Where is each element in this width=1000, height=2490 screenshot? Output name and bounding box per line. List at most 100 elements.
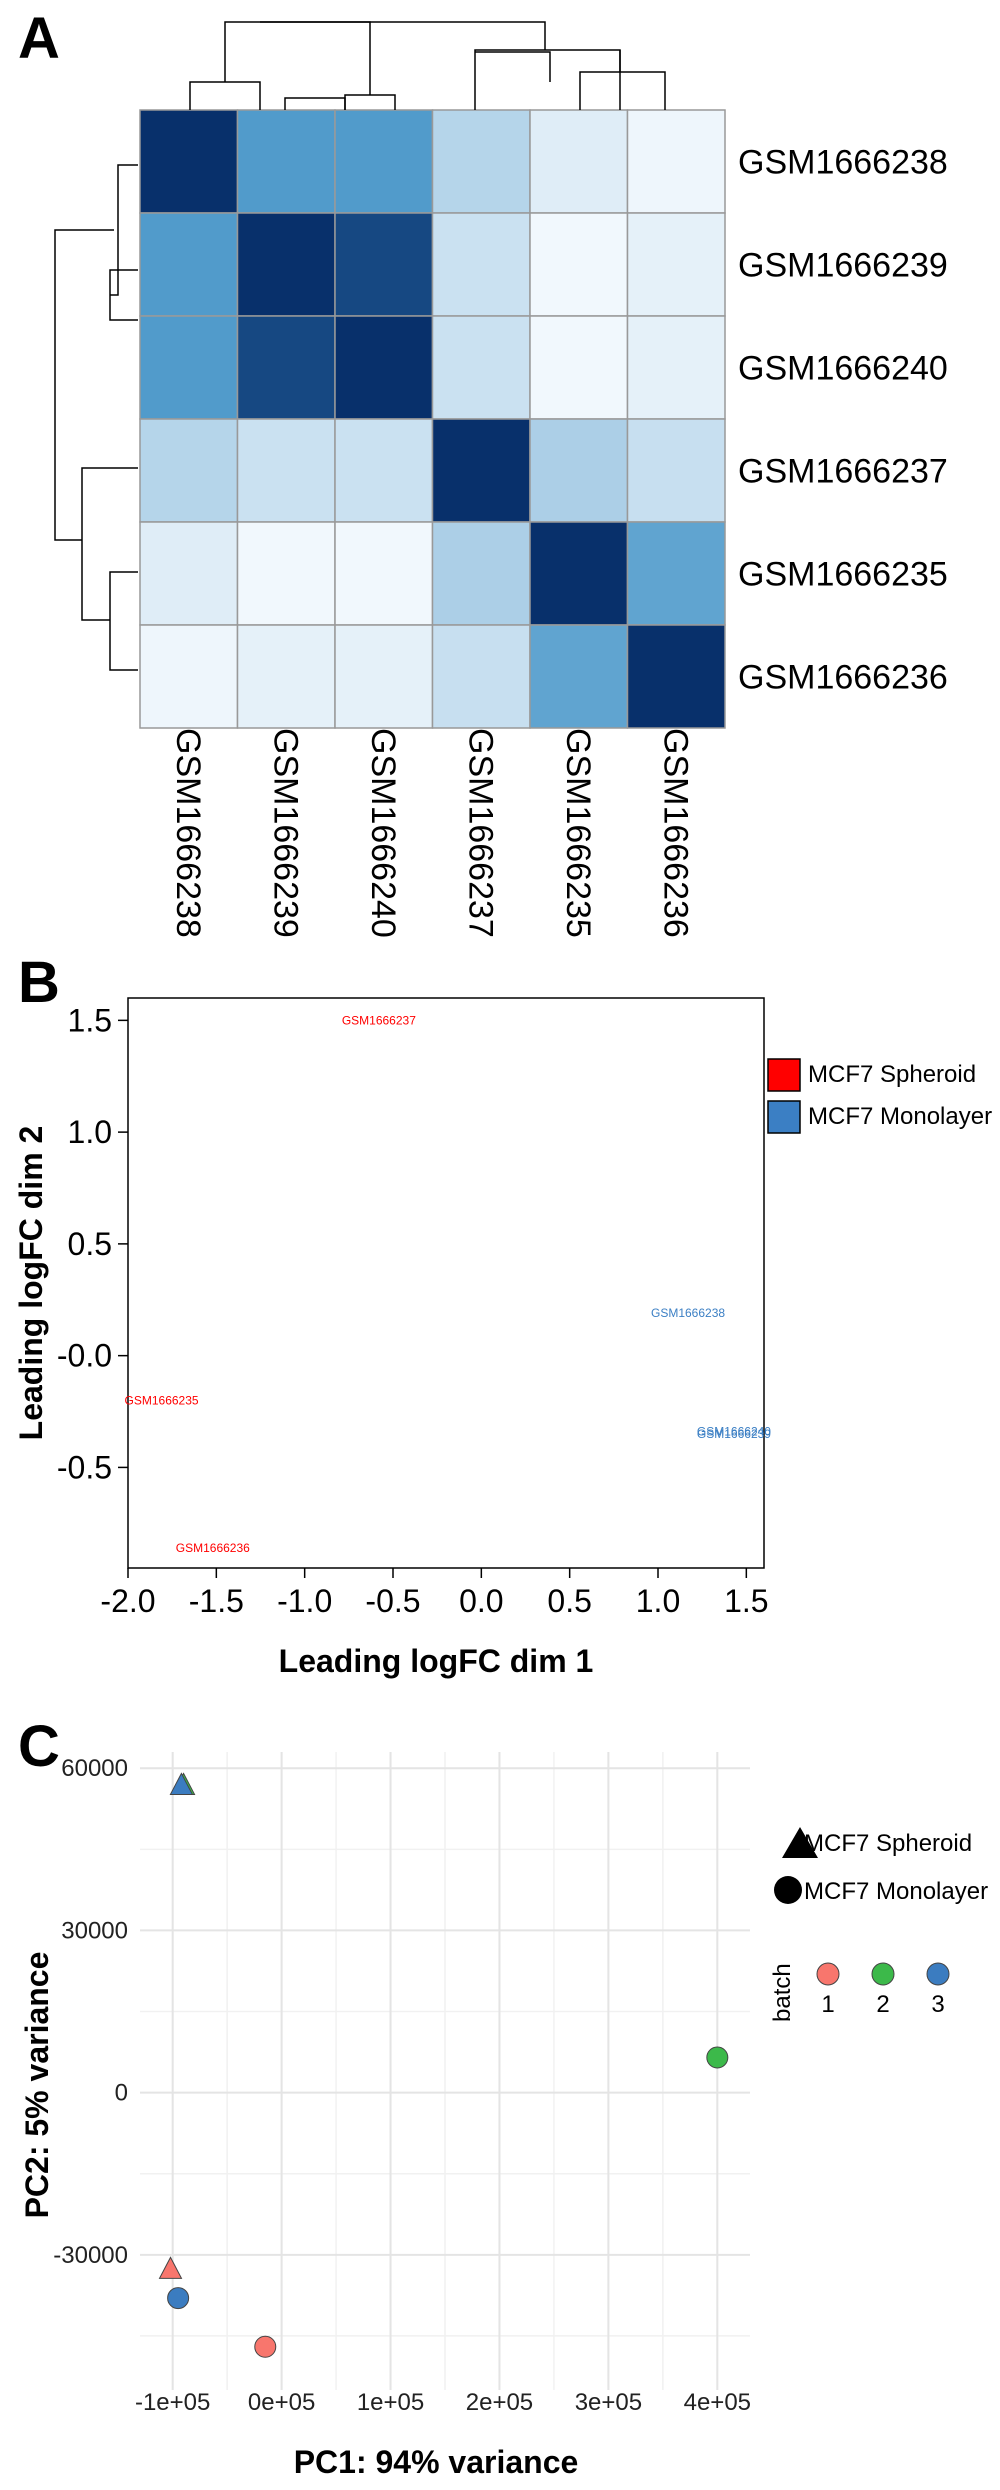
- batch-legend-swatch: [871, 1962, 895, 1986]
- data-point-circle: [167, 2287, 190, 2310]
- y-axis-b: 1.5 1.0 0.5 -0.0 -0.5: [57, 1002, 128, 1485]
- x-tick-label-c: 2e+05: [466, 2389, 533, 2416]
- point-label-b: GSM1666236: [176, 1541, 250, 1555]
- x-tick-label-b: 1.5: [724, 1583, 768, 1619]
- heatmap-column-labels: GSM1666238 GSM1666239 GSM1666240 GSM1666237…: [169, 728, 695, 938]
- batch-legend-swatch: [926, 1962, 950, 1986]
- data-point-circle: [706, 2046, 729, 2069]
- x-tick-label-c: 0e+05: [248, 2389, 315, 2416]
- heatmap-cell: [431, 418, 531, 523]
- batch-legend-label: 3: [931, 1991, 944, 2018]
- panel-label-c: C: [18, 1714, 60, 1779]
- heatmap-row-label: GSM1666237: [738, 453, 948, 491]
- y-tick-label-c: 60000: [61, 1755, 128, 1782]
- x-tick-label-b: -2.0: [100, 1583, 155, 1619]
- heatmap-cell: [334, 624, 434, 729]
- heatmap-row-label: GSM1666238: [738, 144, 948, 182]
- heatmap-row-label: GSM1666239: [738, 247, 948, 285]
- x-tick-label-c: 3e+05: [575, 2389, 642, 2416]
- heatmap-cell: [139, 212, 239, 317]
- batch-legend-swatch: [816, 1962, 840, 1986]
- heatmap-cell: [236, 418, 336, 523]
- heatmap-column-label: GSM1666240: [364, 728, 402, 938]
- x-axis-title-c: PC1: 94% variance: [294, 2444, 579, 2480]
- heatmap-cell: [139, 624, 239, 729]
- heatmap-cell: [334, 315, 434, 420]
- x-tick-label-b: -1.5: [189, 1583, 244, 1619]
- y-axis-c: 60000 30000 0 -30000: [53, 1755, 128, 2269]
- points-c: [158, 1772, 729, 2358]
- x-axis-c: -1e+05 0e+05 1e+05 2e+05 3e+05 4e+05: [135, 2389, 751, 2416]
- heatmap-column-label: GSM1666239: [266, 728, 304, 938]
- legend-label-spheroid: MCF7 Spheroid: [808, 1061, 976, 1088]
- heatmap-cell: [431, 521, 531, 626]
- heatmap-cell: [431, 212, 531, 317]
- x-tick-label-c: 1e+05: [357, 2389, 424, 2416]
- x-tick-label-b: 0.0: [459, 1583, 503, 1619]
- legend-swatch-spheroid: [767, 1058, 801, 1092]
- heatmap: [139, 109, 726, 729]
- y-tick-label-b: 1.5: [68, 1002, 112, 1038]
- heatmap-cell: [139, 418, 239, 523]
- x-axis-b: -2.0 -1.5 -1.0 -0.5 0.0 0.5 1.0 1.5: [100, 1568, 769, 1619]
- heatmap-cell: [334, 521, 434, 626]
- batch-legend-title: batch: [769, 1963, 796, 2022]
- heatmap-row-label: GSM1666235: [738, 556, 948, 594]
- grid-c: [140, 1752, 750, 2390]
- heatmap-cell: [334, 109, 434, 214]
- heatmap-cell: [334, 418, 434, 523]
- heatmap-cell: [139, 315, 239, 420]
- heatmap-column-label: GSM1666237: [461, 728, 499, 938]
- heatmap-cell: [626, 315, 726, 420]
- heatmap-cell: [236, 315, 336, 420]
- column-dendrogram: [189, 21, 666, 110]
- heatmap-cell: [529, 624, 629, 729]
- heatmap-cell: [334, 212, 434, 317]
- data-point-triangle: [158, 2256, 183, 2279]
- data-point-triangle: [169, 1772, 194, 1795]
- y-tick-label-c: 0: [115, 2080, 128, 2107]
- point-labels-b: GSM1666237 GSM1666235 GSM1666236 GSM1666238…: [125, 1013, 772, 1555]
- point-label-b: GSM1666240: [697, 1425, 771, 1439]
- heatmap-column-label: GSM1666238: [169, 728, 207, 938]
- heatmap-cell: [431, 624, 531, 729]
- point-label-b: GSM1666235: [125, 1393, 199, 1407]
- x-axis-title-b: Leading logFC dim 1: [279, 1643, 594, 1679]
- y-tick-label-b: -0.0: [57, 1338, 112, 1374]
- heatmap-cell: [529, 212, 629, 317]
- panel-b: B -2.0 -1.5 -1.0 -0.5 0.0 0.5 1.0 1.5 1.5 1.0 0.5…: [13, 950, 992, 1679]
- batch-legend-label: 1: [821, 1991, 834, 2018]
- legend-triangle-icon: [782, 1827, 818, 1858]
- point-label-b: GSM1666238: [651, 1306, 725, 1320]
- x-tick-label-b: 1.0: [636, 1583, 680, 1619]
- shape-legend-c: MCF7 Spheroid MCF7 Monolayer: [774, 1827, 988, 1905]
- panel-label-a: A: [18, 6, 60, 71]
- heatmap-cell: [139, 109, 239, 214]
- panel-c: C -1e+05 0e+05 1e+05 2e+05 3e+05 4e+05 60000 3…: [18, 1714, 988, 2480]
- y-tick-label-c: 30000: [61, 1917, 128, 1944]
- y-tick-label-b: 1.0: [68, 1114, 112, 1150]
- heatmap-cell: [431, 315, 531, 420]
- y-tick-label-b: -0.5: [57, 1449, 112, 1485]
- heatmap-cell: [236, 624, 336, 729]
- y-axis-title-c: PC2: 5% variance: [19, 1952, 55, 2219]
- y-tick-label-b: 0.5: [68, 1226, 112, 1262]
- x-tick-label-b: -1.0: [277, 1583, 332, 1619]
- x-tick-label-c: -1e+05: [135, 2389, 210, 2416]
- heatmap-cell: [529, 315, 629, 420]
- heatmap-cell: [626, 418, 726, 523]
- legend-b: MCF7 Spheroid MCF7 Monolayer: [767, 1058, 992, 1134]
- panel-a: A GSM1666238GSM1666239GSM1666240GSM16662…: [18, 6, 948, 938]
- point-label-b: GSM1666237: [342, 1013, 416, 1027]
- point-label-b: GSM1666239: [697, 1427, 771, 1441]
- legend-label-monolayer: MCF7 Monolayer: [808, 1103, 992, 1130]
- plot-frame-b: [127, 997, 765, 1569]
- y-axis-title-b: Leading logFC dim 2: [13, 1126, 49, 1441]
- heatmap-cell: [529, 521, 629, 626]
- heatmap-cell: [431, 109, 531, 214]
- heatmap-cell: [236, 521, 336, 626]
- y-tick-label-c: -30000: [53, 2242, 128, 2269]
- heatmap-cell: [529, 418, 629, 523]
- x-tick-label-c: 4e+05: [684, 2389, 751, 2416]
